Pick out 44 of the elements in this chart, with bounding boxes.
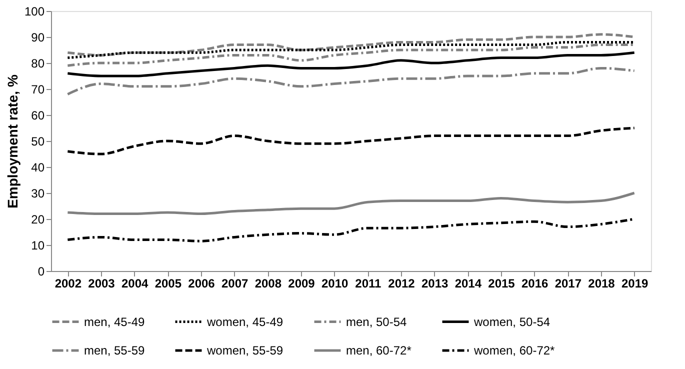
legend-label: women, 45-49: [206, 314, 284, 329]
y-tick-label: 40: [31, 160, 45, 174]
x-tick-label: 2014: [454, 276, 482, 290]
x-tick-label: 2009: [288, 276, 316, 290]
x-tick-label: 2013: [421, 276, 449, 290]
legend-label: men, 45-49: [84, 314, 146, 329]
y-tick-label: 30: [31, 186, 45, 200]
x-tick-label: 2005: [154, 276, 182, 290]
line-series: [66, 192, 636, 216]
legend-label: women, 55-59: [206, 344, 284, 358]
x-tick-label: 2003: [88, 276, 116, 290]
x-tick-label: 2008: [254, 276, 282, 290]
x-tick-label: 2011: [355, 276, 382, 290]
x-tick-label: 2016: [521, 276, 549, 290]
line-series: [66, 66, 636, 96]
line-series: [66, 51, 636, 78]
x-tick-label: 2018: [588, 276, 616, 290]
y-tick-label: 10: [31, 238, 45, 252]
y-tick-label: 80: [31, 56, 45, 70]
line-series: [66, 44, 636, 67]
x-tick-label: 2017: [554, 276, 582, 290]
legend-label: men, 55-59: [84, 344, 146, 358]
y-tick-label: 100: [24, 4, 45, 18]
x-tick-label: 2002: [54, 276, 82, 290]
line-series: [66, 40, 636, 60]
line-series: [66, 126, 636, 156]
x-tick-label: 2010: [321, 276, 349, 290]
y-tick-label: 0: [38, 264, 45, 278]
x-tick-label: 2012: [388, 276, 416, 290]
y-axis-title: Employment rate, %: [4, 74, 20, 208]
legend-label: women, 50-54: [473, 314, 550, 329]
legend-label: men, 60-72*: [346, 344, 412, 358]
legend-label: men, 50-54: [346, 314, 408, 329]
y-tick-label: 50: [31, 134, 45, 148]
legend-label: women, 60-72*: [473, 344, 556, 358]
x-tick-label: 2015: [488, 276, 516, 290]
y-tick-label: 60: [31, 108, 45, 122]
y-tick-label: 70: [31, 82, 45, 96]
y-tick-label: 90: [31, 30, 45, 44]
x-tick-label: 2019: [621, 276, 649, 290]
y-tick-label: 20: [31, 212, 45, 226]
x-tick-label: 2007: [221, 276, 249, 290]
x-tick-label: 2006: [188, 276, 216, 290]
x-tick-label: 2004: [121, 276, 149, 290]
